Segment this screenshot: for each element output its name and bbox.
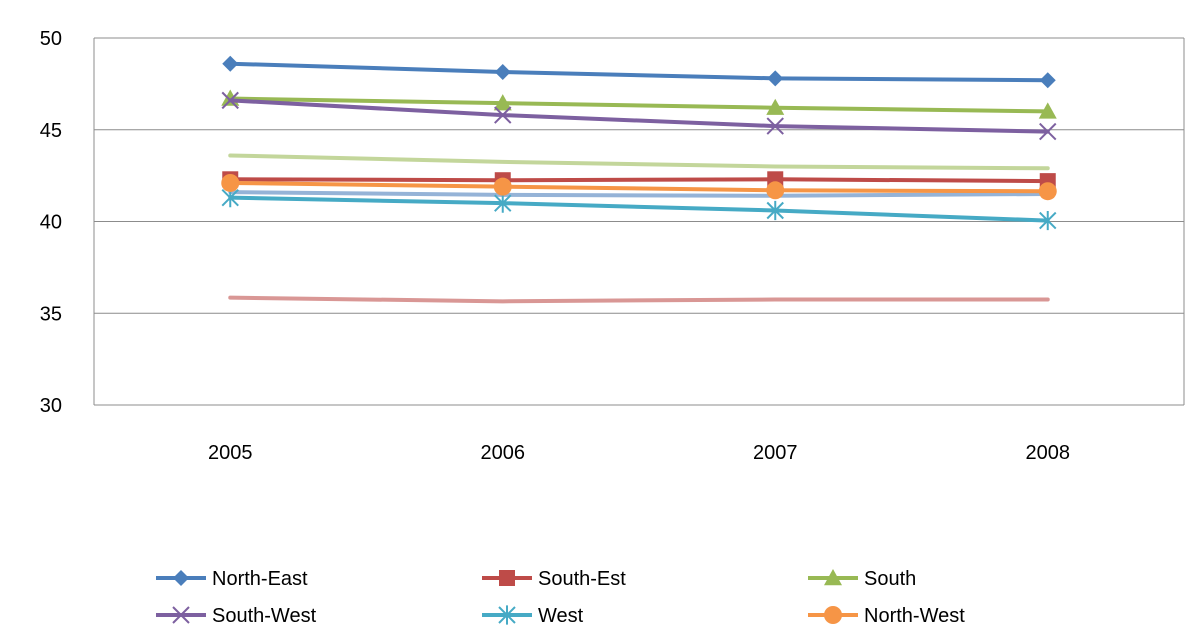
- data-point: [221, 173, 240, 192]
- legend-item: North-West: [808, 605, 965, 627]
- data-point: [1039, 210, 1057, 231]
- data-point: [172, 606, 190, 624]
- series-line: [228, 295, 1050, 304]
- series-line: [228, 177, 1050, 184]
- data-point: [766, 200, 784, 221]
- data-point: [1038, 102, 1057, 119]
- data-point: [498, 605, 516, 625]
- data-point: [494, 193, 512, 213]
- legend-item: South: [808, 568, 916, 590]
- data-point: [221, 91, 239, 110]
- data-point: [493, 177, 512, 196]
- data-point: [766, 98, 785, 115]
- data-point: [494, 106, 512, 124]
- series-8: [228, 153, 1050, 171]
- series-7: [228, 295, 1050, 304]
- series-lines: [221, 55, 1057, 304]
- series-line: [228, 98, 1050, 134]
- gridlines: [93, 37, 1185, 406]
- y-tick-label: 40: [40, 212, 62, 234]
- data-point: [493, 94, 512, 111]
- series-5: [221, 173, 1057, 201]
- legend-label: South-West: [212, 605, 317, 627]
- y-tick-label: 35: [40, 303, 62, 325]
- series-line: [228, 180, 1050, 194]
- y-tick-label: 45: [40, 120, 62, 142]
- series-line: [228, 61, 1050, 83]
- y-tick-label: 50: [40, 28, 62, 50]
- legend-item: North-East: [156, 568, 308, 590]
- x-tick-label: 2008: [1026, 442, 1071, 464]
- data-point: [766, 117, 784, 135]
- y-tick-label: 30: [40, 395, 62, 417]
- data-point: [494, 63, 511, 80]
- x-tick-label: 2006: [481, 442, 526, 464]
- series-line: [228, 96, 1050, 114]
- data-point: [222, 55, 239, 72]
- data-point: [1038, 182, 1057, 201]
- x-tick-label: 2007: [753, 442, 798, 464]
- data-point: [824, 569, 842, 586]
- data-point: [824, 606, 842, 624]
- legend-label: North-East: [212, 568, 308, 590]
- data-point: [767, 70, 784, 87]
- legend-item: South-West: [156, 605, 317, 627]
- series-line: [228, 190, 1050, 198]
- legend-label: West: [538, 605, 584, 627]
- x-tick-label: 2005: [208, 442, 253, 464]
- data-point: [1039, 72, 1056, 89]
- series-line: [228, 153, 1050, 171]
- legend-item: South-Est: [482, 568, 626, 590]
- legend-label: South: [864, 568, 916, 590]
- data-point: [1039, 122, 1057, 141]
- legend-item: West: [482, 605, 584, 627]
- data-point: [499, 570, 515, 586]
- legend-label: South-Est: [538, 568, 626, 590]
- series-3: [221, 91, 1057, 141]
- data-point: [766, 181, 785, 200]
- y-axis-ticks: 30 35 40 45 50: [40, 28, 62, 417]
- legend-label: North-West: [864, 605, 965, 627]
- legend: North-East South-Est South South-West West No…: [156, 568, 965, 627]
- data-point: [173, 570, 189, 586]
- series-4: [221, 188, 1057, 231]
- series-2: [221, 89, 1057, 119]
- series-0: [222, 55, 1056, 89]
- series-line: [228, 195, 1050, 223]
- series-6: [228, 190, 1050, 198]
- x-axis-ticks: 2005 2006 2007 2008: [208, 442, 1070, 464]
